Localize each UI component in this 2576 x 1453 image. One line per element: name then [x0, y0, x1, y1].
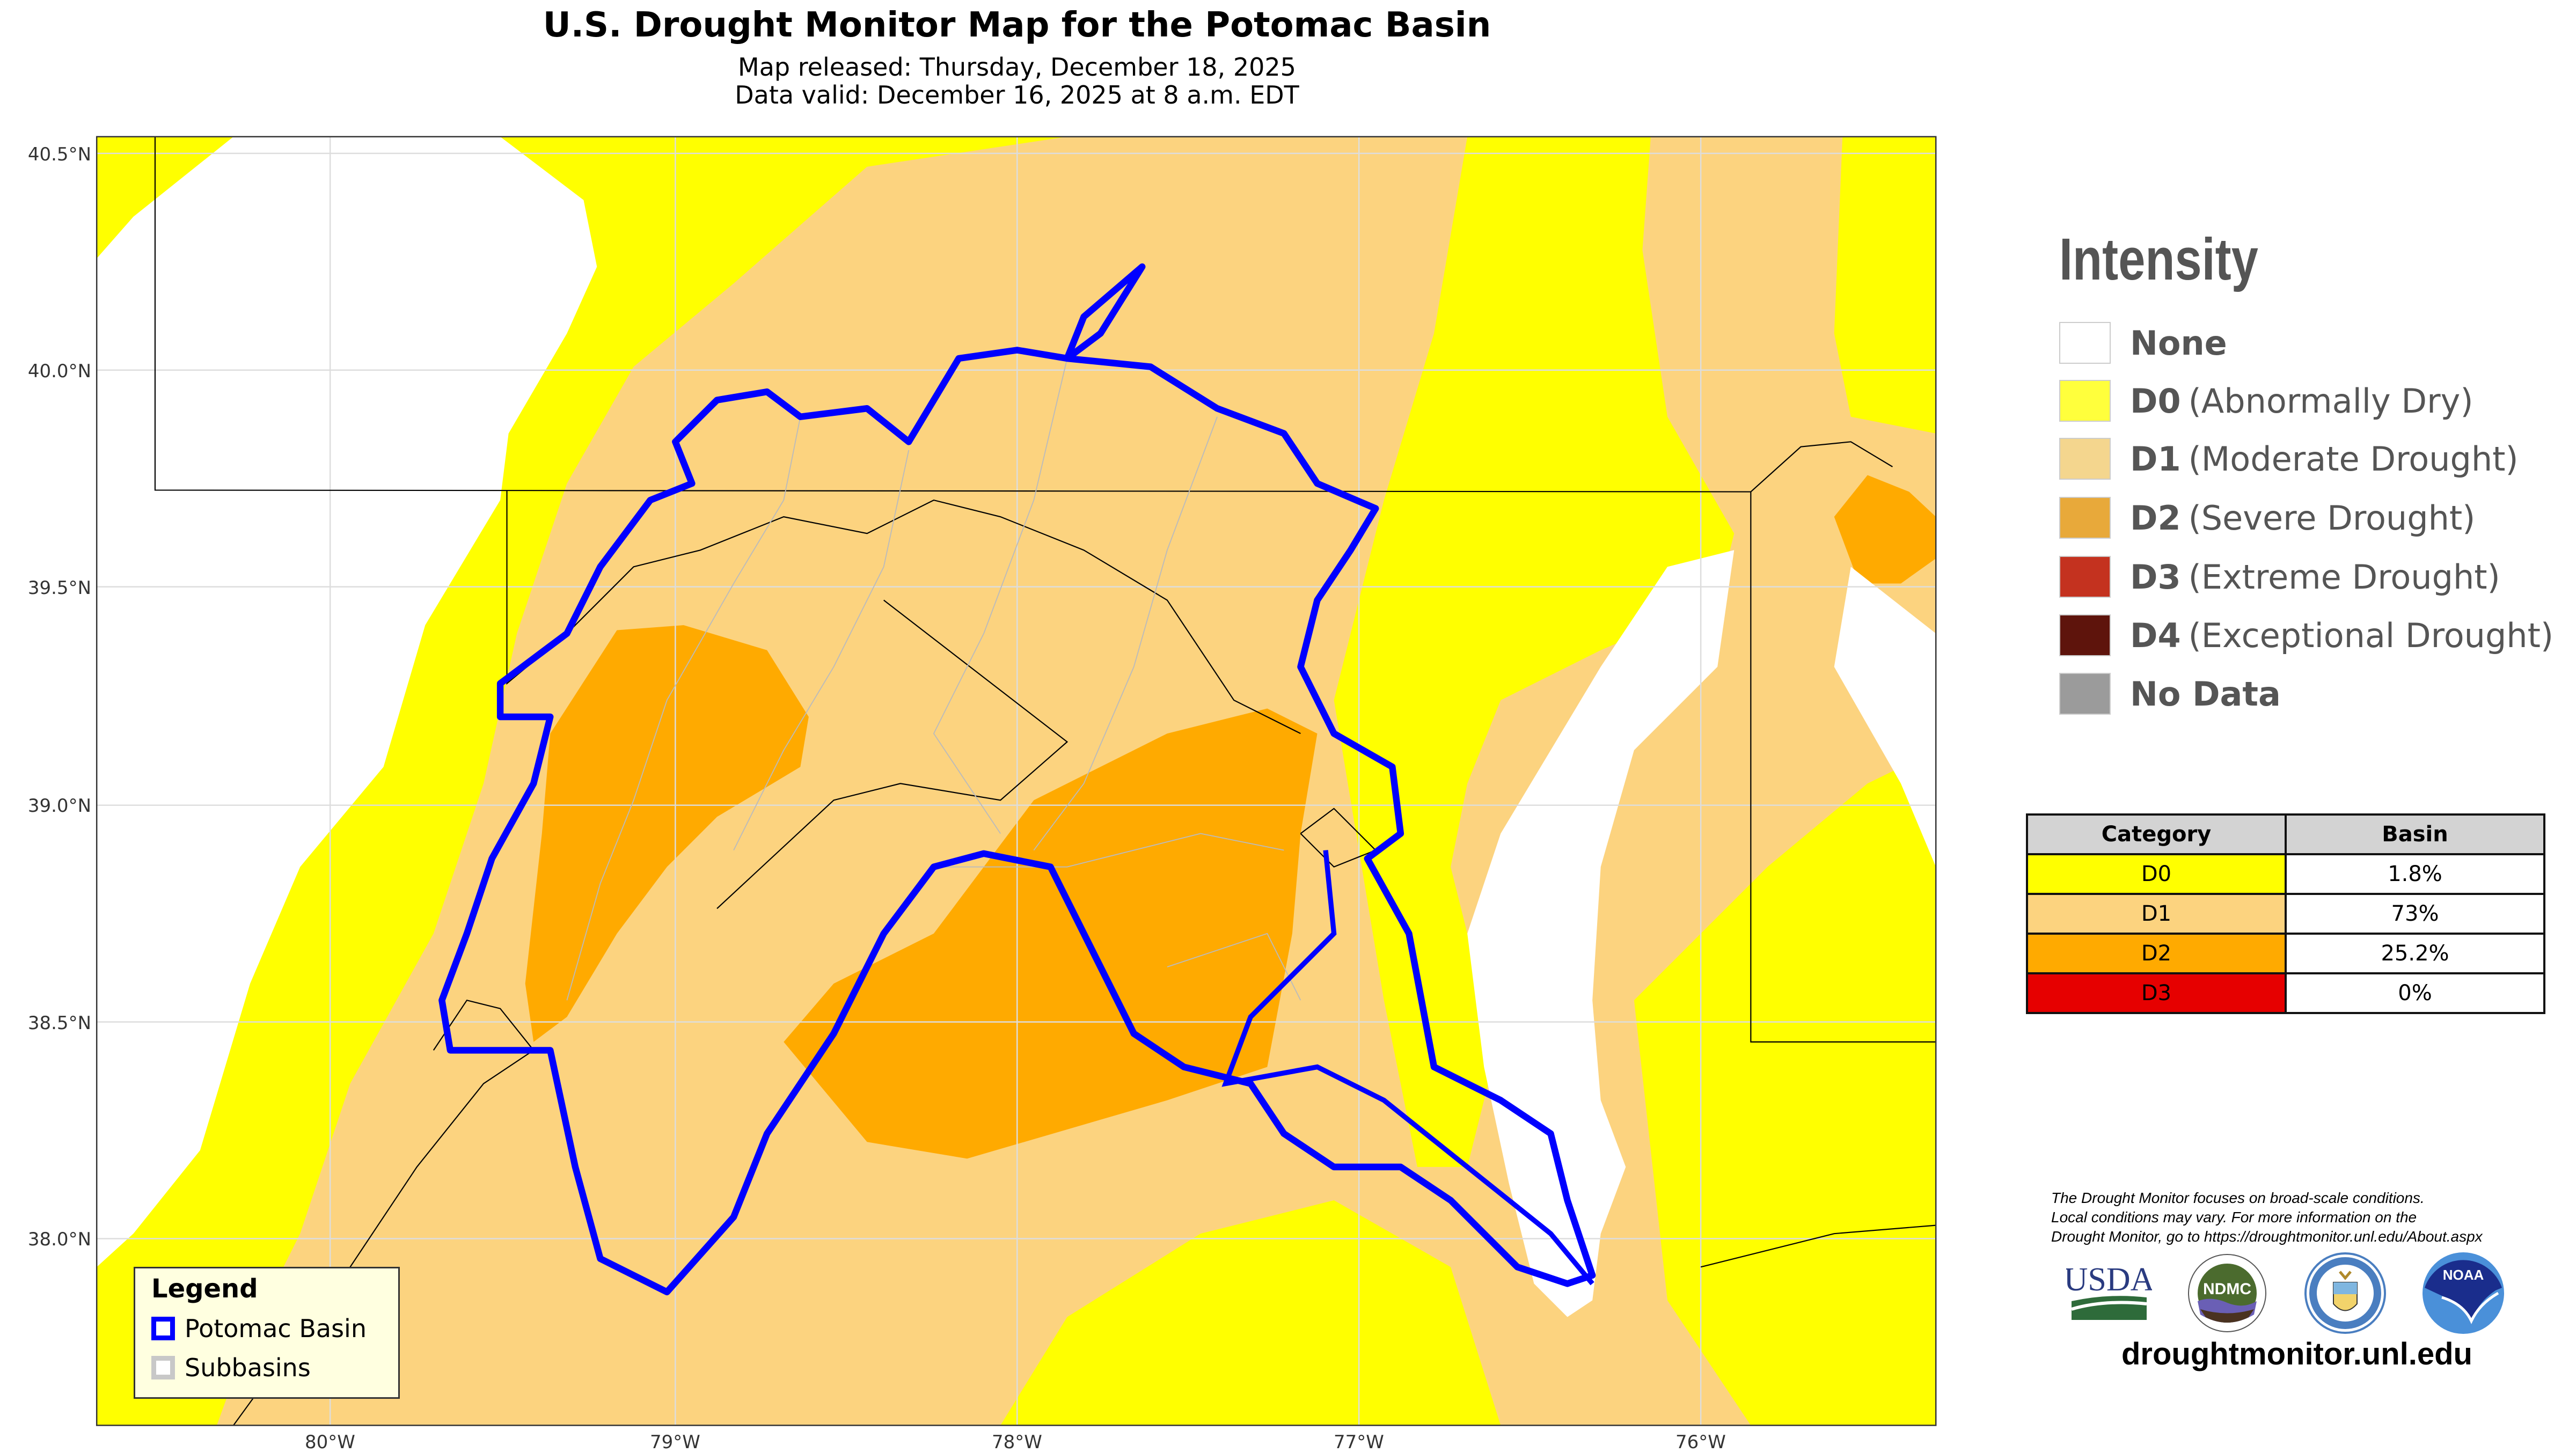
table-row: D1 73% [2026, 893, 2545, 935]
intensity-code: D4 [2130, 615, 2181, 655]
intensity-item-no-data: No Data [2059, 673, 2288, 715]
legend-item-subbasins: Subbasins [151, 1353, 311, 1382]
lat-tick: 40.5°N [27, 144, 91, 165]
lon-tick: 78°W [992, 1432, 1042, 1453]
intensity-swatch [2059, 322, 2111, 364]
category-cell: D2 [2026, 933, 2287, 974]
lat-tick: 40.0°N [27, 361, 91, 382]
intensity-item-none: None [2059, 322, 2235, 364]
intensity-description: (Exceptional Drought) [2188, 615, 2554, 655]
table-row: D0 1.8% [2026, 853, 2545, 895]
header-category: Category [2026, 813, 2287, 855]
svg-text:NDMC: NDMC [2203, 1280, 2251, 1298]
lon-tick: 80°W [305, 1432, 355, 1453]
intensity-title: Intensity [2059, 226, 2258, 292]
ndmc-logo: NDMC [2188, 1254, 2266, 1332]
intensity-item-d2: D2 (Severe Drought) [2059, 497, 2475, 539]
usda-logo: USDA [2066, 1261, 2152, 1320]
intensity-code: None [2130, 323, 2227, 363]
intensity-code: No Data [2130, 674, 2281, 714]
intensity-description: (Moderate Drought) [2188, 439, 2519, 479]
intensity-description: (Severe Drought) [2188, 498, 2476, 538]
intensity-swatch [2059, 380, 2111, 422]
delaware-bay [1834, 567, 1936, 867]
basin-cell: 25.2% [2285, 933, 2545, 974]
disclaimer-line: The Drought Monitor focuses on broad-sca… [2051, 1190, 2425, 1206]
map-frame [96, 136, 1937, 1426]
disclaimer: The Drought Monitor focuses on broad-sca… [2051, 1188, 2483, 1246]
disclaimer-line: Local conditions may vary. For more info… [2051, 1209, 2417, 1225]
potomac-basin-outline [438, 263, 1596, 1296]
d2-area-central [784, 708, 1318, 1159]
lat-tick: 39.5°N [27, 577, 91, 599]
intensity-swatch [2059, 614, 2111, 656]
intensity-code: D1 [2130, 439, 2181, 479]
map-legend: Legend Potomac Basin Subbasins [134, 1267, 400, 1399]
lon-tick: 76°W [1675, 1432, 1726, 1453]
table-row: D3 0% [2026, 972, 2545, 1014]
lat-tick: 38.5°N [27, 1012, 91, 1034]
d0-area-far-northeast [1834, 136, 1936, 434]
table-header-row: Category Basin [2026, 813, 2545, 855]
intensity-swatch [2059, 673, 2111, 715]
lon-tick: 77°W [1334, 1432, 1384, 1453]
legend-label: Subbasins [185, 1353, 311, 1382]
noaa-logo: NOAA [2423, 1252, 2504, 1334]
category-cell: D1 [2026, 893, 2287, 935]
graticule [97, 136, 1936, 1426]
basin-cell: 0% [2285, 972, 2545, 1014]
intensity-item-d4: D4 (Exceptional Drought) [2059, 614, 2553, 656]
basin-cell: 73% [2285, 893, 2545, 935]
map-legend-title: Legend [151, 1274, 258, 1304]
lon-tick: 79°W [650, 1432, 700, 1453]
subbasin-swatch [151, 1356, 175, 1379]
disclaimer-line: Drought Monitor, go to https://droughtmo… [2051, 1228, 2483, 1245]
intensity-description: (Abnormally Dry) [2188, 381, 2473, 421]
intensity-swatch [2059, 556, 2111, 598]
header-basin: Basin [2285, 813, 2545, 855]
svg-text:USDA: USDA [2066, 1261, 2152, 1298]
intensity-description: (Extreme Drought) [2188, 557, 2500, 597]
map-released-date: Map released: Thursday, December 18, 202… [738, 53, 1296, 82]
d0-area-south [1000, 1200, 1501, 1426]
basin-stats-table: Category Basin D0 1.8% D1 73% D2 25.2% D3 0% [2026, 813, 2545, 1014]
intensity-swatch [2059, 438, 2111, 480]
basin-swatch [151, 1317, 175, 1340]
legend-label: Potomac Basin [185, 1314, 367, 1343]
d2-area-west [525, 625, 809, 1042]
intensity-code: D3 [2130, 557, 2181, 597]
intensity-swatch [2059, 497, 2111, 539]
intensity-code: D2 [2130, 498, 2181, 538]
category-cell: D3 [2026, 972, 2287, 1014]
table-row: D2 25.2% [2026, 933, 2545, 974]
intensity-item-d1: D1 (Moderate Drought) [2059, 438, 2519, 480]
svg-text:NOAA: NOAA [2443, 1267, 2484, 1283]
basin-cell: 1.8% [2285, 853, 2545, 895]
intensity-item-d3: D3 (Extreme Drought) [2059, 556, 2500, 598]
department-of-commerce-seal [2304, 1252, 2386, 1334]
d0-area-southeast [1634, 750, 1936, 1426]
no-drought-area-west [97, 136, 597, 1267]
intensity-item-d0: D0 (Abnormally Dry) [2059, 380, 2473, 422]
intensity-code: D0 [2130, 381, 2181, 421]
d2-area-northeast [1834, 475, 1936, 584]
potomac-river-estuary [1221, 850, 1594, 1286]
legend-item-potomac-basin: Potomac Basin [151, 1314, 367, 1343]
lat-tick: 39.0°N [27, 795, 91, 817]
lat-tick: 38.0°N [27, 1229, 91, 1250]
data-valid-date: Data valid: December 16, 2025 at 8 a.m. … [735, 80, 1299, 109]
d0-area-northeast [1334, 136, 1735, 1167]
site-url[interactable]: droughtmonitor.unl.edu [2121, 1337, 2472, 1371]
category-cell: D0 [2026, 853, 2287, 895]
page-title: U.S. Drought Monitor Map for the Potomac… [543, 5, 1491, 45]
